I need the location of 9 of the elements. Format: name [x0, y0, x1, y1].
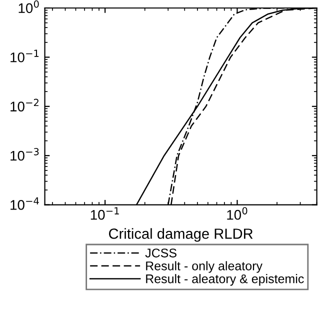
legend-label: JCSS — [145, 248, 176, 258]
legend-label: Result - only aleatory — [146, 261, 262, 273]
y-tick-label: 10$^{0}$ — [18, 0, 39, 14]
y-tick-label: 10$^{−3}$ — [10, 148, 39, 161]
legend-label: Result - aleatory & epistemic — [146, 274, 304, 286]
y-tick-label: 10$^{−1}$ — [10, 50, 39, 62]
y-tick-label: 10$^{−2}$ — [10, 98, 38, 112]
x-axis-title: Critical damage RLDR — [109, 228, 253, 242]
y-tick-label: 10$^{−4}$ — [10, 197, 39, 210]
